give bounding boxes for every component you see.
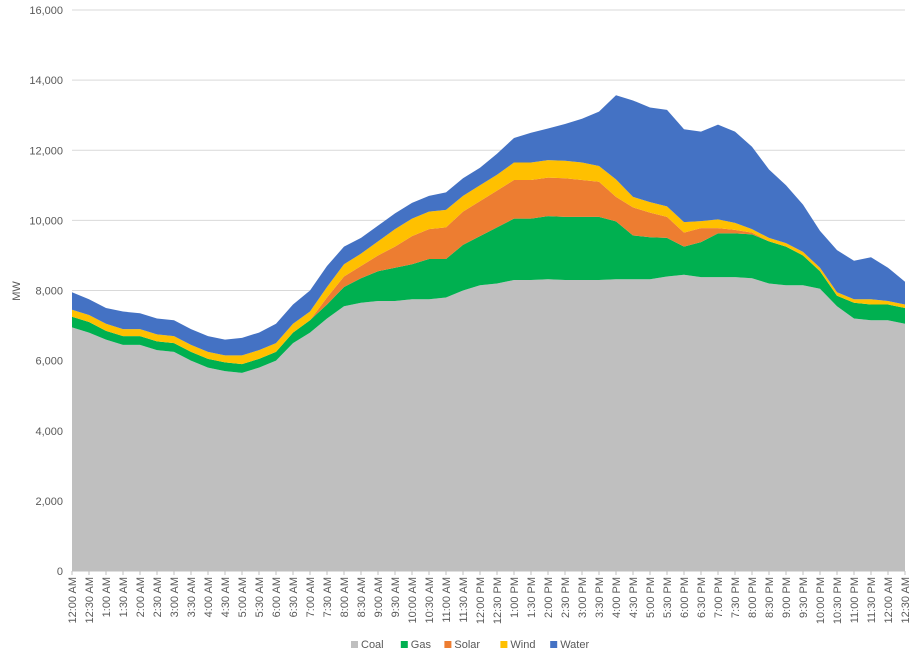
x-tick-label: 4:00 PM [611,577,623,618]
x-tick-label: 5:00 PM [645,577,657,618]
y-tick-label: 16,000 [29,5,63,17]
area-series [72,95,905,571]
x-tick-label: 11:00 PM [849,577,861,623]
x-tick-label: 5:30 PM [662,577,674,618]
x-tick-label: 11:30 AM [458,577,470,623]
x-tick-label: 10:30 PM [832,577,844,624]
y-tick-label: 2,000 [35,496,63,508]
y-axis: 0 2,000 4,000 6,000 8,000 10,000 12,000 14,000 1… [29,5,63,578]
x-tick-label: 6:00 AM [271,577,283,617]
x-tick-label: 2:30 AM [152,577,164,617]
x-tick-label: 4:30 AM [220,577,232,617]
x-tick-label: 2:00 AM [135,577,147,617]
legend-label-gas: Gas [411,639,432,651]
x-tick-label: 12:30 PM [492,577,504,624]
legend-label-wind: Wind [510,639,535,651]
legend-swatch-solar [444,641,452,648]
x-tick-label: 9:30 PM [798,577,810,618]
x-tick-label: 10:00 PM [815,577,827,624]
x-tick-label: 6:00 PM [679,577,691,618]
x-tick-label: 3:30 PM [594,577,606,618]
legend-swatch-wind [500,641,508,648]
legend-swatch-coal [351,641,358,648]
legend-swatch-gas [400,641,408,648]
x-tick-label: 8:00 AM [339,577,351,617]
x-tick-label: 1:00 AM [101,577,113,617]
x-tick-label: 11:30 PM [866,577,878,623]
x-tick-label: 2:30 PM [560,577,572,618]
x-tick-label: 6:30 PM [696,577,708,618]
x-tick-label: 3:00 AM [169,577,181,617]
y-tick-label: 14,000 [29,75,63,87]
x-tick-label: 12:30 AM [84,577,96,623]
y-tick-label: 0 [57,566,63,578]
area-gas [72,216,905,373]
x-tick-label: 9:30 AM [390,577,402,617]
x-tick-label: 5:00 AM [237,577,249,617]
legend-label-coal: Coal [361,639,384,651]
x-tick-label: 11:00 AM [441,577,453,623]
y-tick-label: 8,000 [35,286,63,298]
x-tick-label: 12:30 AM [900,577,912,623]
x-tick-label: 4:30 PM [628,577,640,618]
x-tick-label: 8:30 PM [764,577,776,618]
legend: Coal Gas Solar Wind Water [351,639,589,651]
x-tick-label: 7:30 PM [730,577,742,618]
legend-swatch-water [550,641,558,648]
x-tick-label: 4:00 AM [203,577,215,617]
x-tick-label: 7:00 PM [713,577,725,618]
x-tick-label: 8:30 AM [356,577,368,617]
y-tick-label: 4,000 [35,426,63,438]
x-axis: 12:00 AM 12:30 AM 1:00 AM 1:30 AM 2:00 AM 2:3… [67,571,912,624]
x-tick-label: 12:00 PM [475,577,487,624]
x-tick-label: 1:30 AM [118,577,130,617]
x-tick-label: 3:00 PM [577,577,589,618]
area-solar [72,177,905,365]
x-tick-label: 10:30 AM [424,577,436,623]
x-tick-label: 6:30 AM [288,577,300,617]
x-tick-label: 12:00 AM [883,577,895,623]
x-tick-label: 7:00 AM [305,577,317,617]
area-water [72,95,905,356]
x-tick-label: 1:00 PM [509,577,521,618]
x-tick-label: 9:00 PM [781,577,793,618]
y-tick-label: 6,000 [35,356,63,368]
x-tick-label: 7:30 AM [322,577,334,617]
y-tick-label: 12,000 [29,145,63,157]
x-tick-label: 9:00 AM [373,577,385,617]
x-tick-label: 12:00 AM [67,577,79,623]
area-coal [72,274,905,571]
x-tick-label: 1:30 PM [526,577,538,618]
x-tick-label: 3:30 AM [186,577,198,617]
y-axis-label: MW [11,281,23,301]
x-tick-label: 2:00 PM [543,577,555,618]
x-tick-label: 5:30 AM [254,577,266,617]
legend-label-solar: Solar [454,639,480,651]
y-tick-label: 10,000 [29,215,63,227]
x-tick-label: 8:00 PM [747,577,759,618]
legend-label-water: Water [560,639,589,651]
x-tick-label: 10:00 AM [407,577,419,623]
